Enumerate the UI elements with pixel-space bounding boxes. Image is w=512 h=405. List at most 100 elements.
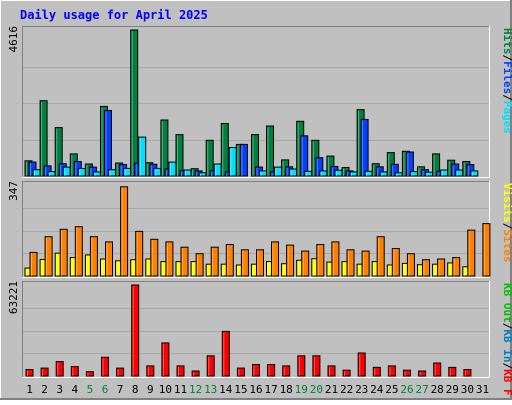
bar-sites-day-26 xyxy=(406,253,415,277)
bar-kb-f-day-4 xyxy=(70,366,79,377)
y-max-label: 347 xyxy=(7,181,20,201)
bar-files-day-15 xyxy=(239,143,248,177)
x-label-day-3: 3 xyxy=(56,383,63,396)
legend-separator: / xyxy=(501,223,512,230)
x-label-day-6: 6 xyxy=(102,383,109,396)
bar-kb-f-day-12 xyxy=(191,370,200,377)
bar-kb-f-day-15 xyxy=(236,367,245,377)
legend: KB Out/KB In/KB F xyxy=(501,283,512,396)
x-label-day-28: 28 xyxy=(431,383,444,396)
x-label-day-31: 31 xyxy=(476,383,489,396)
bar-kb-f-day-9 xyxy=(146,365,155,377)
legend-sites: Sites xyxy=(501,229,512,262)
bars-hits-files-pages xyxy=(24,29,479,177)
bar-kb-f-day-13 xyxy=(206,355,215,377)
x-label-day-17: 17 xyxy=(264,383,277,396)
bar-sites-day-31 xyxy=(482,223,491,277)
bar-kb-f-day-25 xyxy=(387,365,396,377)
bar-sites-day-10 xyxy=(165,241,174,277)
legend-separator: / xyxy=(501,323,512,330)
legend-kb-f: KB F xyxy=(501,369,512,396)
bar-sites-day-20 xyxy=(316,244,325,277)
bar-kb-f-day-17 xyxy=(267,364,276,377)
bar-sites-day-7 xyxy=(120,186,129,277)
x-label-day-12: 12 xyxy=(189,383,202,396)
x-label-day-18: 18 xyxy=(280,383,293,396)
legend-hits: Hits xyxy=(501,28,512,55)
bar-kb-f-day-28 xyxy=(433,362,442,377)
bar-kb-f-day-23 xyxy=(357,352,366,377)
x-label-day-21: 21 xyxy=(325,383,338,396)
panel-area xyxy=(22,281,490,378)
x-label-day-9: 9 xyxy=(147,383,154,396)
bar-kb-f-day-5 xyxy=(85,371,94,377)
bar-kb-f-day-8 xyxy=(131,284,140,377)
x-label-day-16: 16 xyxy=(249,383,262,396)
bar-sites-day-18 xyxy=(286,244,295,277)
bars-visits-sites xyxy=(24,186,491,277)
bar-sites-day-22 xyxy=(346,249,355,277)
bar-sites-day-1 xyxy=(29,251,38,277)
bar-sites-day-4 xyxy=(74,226,83,277)
bar-sites-day-9 xyxy=(150,238,159,277)
bar-sites-day-25 xyxy=(391,248,400,277)
bar-kb-f-day-3 xyxy=(55,361,64,377)
bar-sites-day-6 xyxy=(105,241,113,277)
bar-sites-day-2 xyxy=(44,236,53,277)
legend-kb-in: KB In xyxy=(501,329,512,362)
x-label-day-13: 13 xyxy=(204,383,217,396)
bar-kb-f-day-6 xyxy=(101,356,109,377)
x-label-day-11: 11 xyxy=(174,383,187,396)
legend: Visits/Sites xyxy=(501,183,512,263)
bar-sites-day-15 xyxy=(240,249,249,277)
x-label-day-10: 10 xyxy=(159,383,172,396)
bar-sites-day-21 xyxy=(331,241,340,277)
legend-separator: / xyxy=(501,363,512,370)
panel-visits-sites: 347 Visits/Sites xyxy=(7,181,512,278)
bar-sites-day-19 xyxy=(301,250,310,277)
legend-files: Files xyxy=(501,61,512,94)
bar-sites-day-8 xyxy=(135,230,144,277)
bar-sites-day-11 xyxy=(180,246,189,277)
bar-kb-f-day-30 xyxy=(463,369,472,377)
bar-sites-day-12 xyxy=(195,253,204,277)
bar-kb-f-day-26 xyxy=(403,369,411,377)
x-label-day-24: 24 xyxy=(370,383,384,396)
x-label-day-22: 22 xyxy=(340,383,353,396)
bar-kb-f-day-1 xyxy=(25,369,34,377)
legend-visits: Visits xyxy=(501,183,512,223)
bar-sites-day-24 xyxy=(376,236,385,277)
bar-sites-day-23 xyxy=(361,250,370,277)
bar-sites-day-16 xyxy=(256,249,264,277)
bar-kb-f-day-20 xyxy=(312,355,321,377)
bar-sites-day-30 xyxy=(467,229,476,277)
x-label-day-2: 2 xyxy=(41,383,48,396)
bar-sites-day-28 xyxy=(437,258,446,277)
x-label-day-27: 27 xyxy=(415,383,428,396)
x-label-day-29: 29 xyxy=(446,383,459,396)
bar-kb-f-day-11 xyxy=(176,365,185,377)
bar-kb-f-day-7 xyxy=(116,367,125,377)
bar-kb-f-day-10 xyxy=(161,342,170,377)
bar-pages-day-30 xyxy=(470,170,479,177)
bar-sites-day-5 xyxy=(89,236,98,277)
bar-sites-day-3 xyxy=(59,228,68,277)
x-label-day-23: 23 xyxy=(355,383,368,396)
x-label-day-25: 25 xyxy=(385,383,398,396)
bar-sites-day-29 xyxy=(452,257,461,277)
y-max-label: 63221 xyxy=(7,281,20,314)
x-label-day-5: 5 xyxy=(87,383,94,396)
bar-pages-day-8 xyxy=(138,136,147,177)
legend-separator: / xyxy=(501,94,512,101)
x-label-day-4: 4 xyxy=(71,383,78,396)
legend-kb-out: KB Out xyxy=(501,283,512,323)
bar-sites-day-14 xyxy=(225,244,234,277)
x-label-day-20: 20 xyxy=(310,383,323,396)
bar-kb-f-day-16 xyxy=(252,364,260,377)
legend-separator: / xyxy=(501,55,512,62)
x-label-day-26: 26 xyxy=(400,383,413,396)
y-max-label: 4616 xyxy=(7,26,20,53)
